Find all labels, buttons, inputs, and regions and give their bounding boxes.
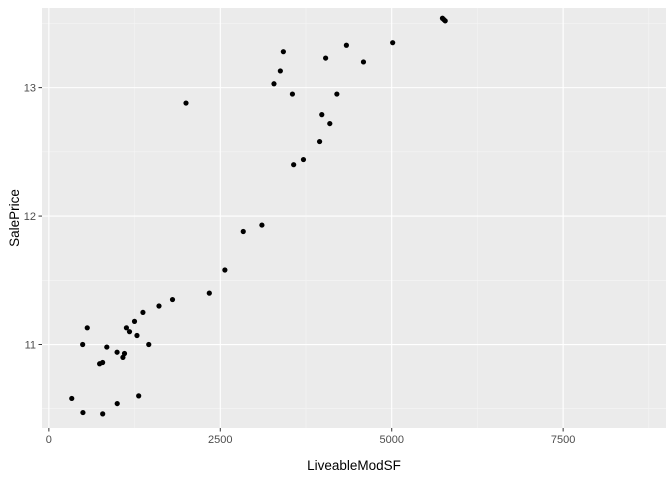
data-point bbox=[334, 91, 340, 97]
data-point bbox=[323, 55, 329, 61]
data-point bbox=[271, 81, 277, 87]
x-tick-label: 0 bbox=[46, 434, 52, 446]
x-axis-ticks: 0 2500 5000 7500 bbox=[46, 428, 575, 446]
data-point bbox=[80, 341, 86, 348]
x-axis-title: LiveableModSF bbox=[307, 458, 401, 473]
data-point bbox=[156, 303, 162, 309]
data-point bbox=[146, 341, 152, 348]
y-axis-title: SalePrice bbox=[7, 189, 22, 247]
data-point bbox=[390, 40, 396, 46]
data-point bbox=[289, 91, 296, 97]
data-point bbox=[80, 409, 86, 416]
data-point bbox=[277, 68, 283, 74]
y-tick-label: 12 bbox=[24, 211, 36, 223]
data-point bbox=[222, 267, 228, 273]
data-point bbox=[123, 325, 130, 331]
data-point bbox=[114, 400, 120, 407]
data-point bbox=[319, 112, 325, 118]
data-point bbox=[280, 49, 286, 55]
x-tick-label: 7500 bbox=[551, 434, 575, 446]
y-axis-ticks: 11 12 13 bbox=[24, 83, 42, 352]
y-tick-label: 11 bbox=[25, 340, 36, 352]
data-point bbox=[343, 42, 349, 48]
data-point bbox=[206, 290, 212, 296]
data-point bbox=[291, 162, 297, 168]
data-point bbox=[327, 120, 333, 127]
y-tick-label: 13 bbox=[24, 83, 36, 95]
major-gridlines bbox=[42, 8, 666, 428]
data-point bbox=[100, 411, 106, 417]
data-point bbox=[316, 138, 323, 145]
data-point bbox=[442, 18, 448, 24]
x-tick-label: 5000 bbox=[379, 434, 403, 446]
minor-gridlines bbox=[42, 8, 666, 428]
data-point bbox=[240, 228, 246, 235]
data-point bbox=[183, 100, 189, 106]
data-point bbox=[360, 59, 367, 65]
data-point bbox=[121, 350, 128, 357]
data-point bbox=[140, 309, 146, 316]
data-point bbox=[259, 222, 265, 228]
data-point bbox=[136, 393, 142, 399]
data-point bbox=[134, 332, 140, 339]
x-tick-label: 2500 bbox=[208, 434, 232, 446]
data-point bbox=[126, 329, 133, 335]
data-point bbox=[300, 156, 307, 163]
data-point bbox=[69, 395, 75, 402]
data-points bbox=[69, 15, 448, 417]
data-point bbox=[114, 349, 120, 355]
data-point bbox=[169, 296, 176, 303]
data-point bbox=[131, 318, 138, 324]
data-point bbox=[100, 359, 106, 366]
plot-panel bbox=[42, 8, 666, 428]
data-point bbox=[84, 325, 90, 331]
data-point bbox=[104, 344, 110, 350]
